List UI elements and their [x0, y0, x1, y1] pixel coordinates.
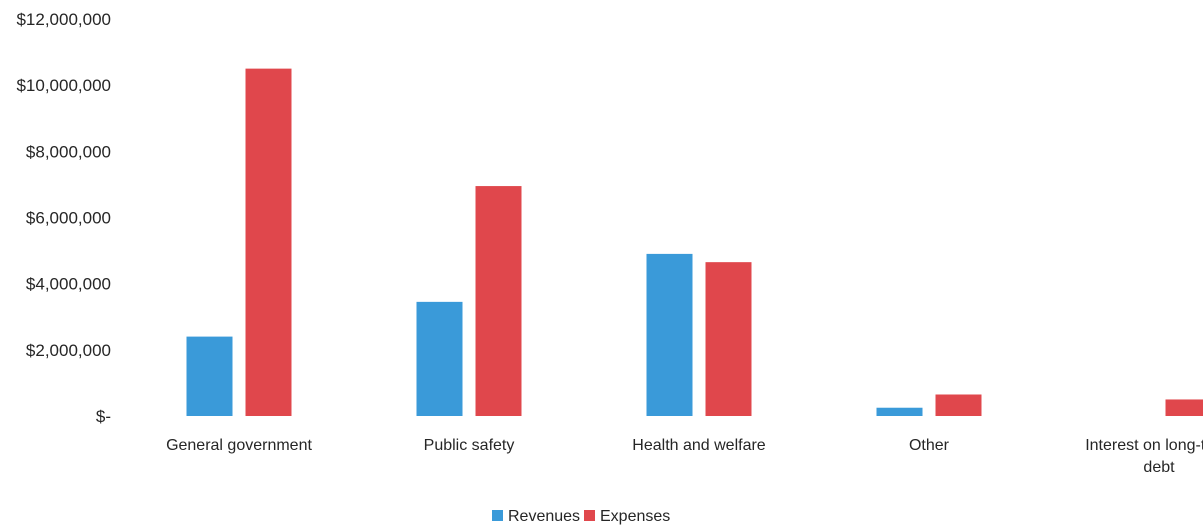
- legend: Revenues Expenses: [492, 508, 670, 525]
- y-tick-label: $4,000,000: [26, 275, 111, 294]
- y-tick-label: $2,000,000: [26, 341, 111, 360]
- y-tick-label: $-: [96, 407, 111, 426]
- y-tick-label: $10,000,000: [16, 76, 111, 95]
- x-category-label: Public safety: [424, 437, 515, 454]
- expenses-bar: [475, 186, 522, 416]
- revenues-bar: [416, 301, 463, 416]
- y-tick-label: $8,000,000: [26, 142, 111, 161]
- expenses-bar: [705, 262, 752, 416]
- revenues-legend-label: Revenues: [508, 508, 580, 525]
- y-axis-tick-labels: $- $2,000,000 $4,000,000 $6,000,000 $8,000,0…: [16, 10, 111, 426]
- x-category-label: Other: [909, 437, 950, 454]
- revenues-bar: [876, 407, 923, 416]
- bars: [186, 68, 1203, 416]
- revenues-bar: [186, 336, 233, 416]
- x-category-label: General government: [166, 437, 312, 454]
- x-category-label: Interest on long-termdebt: [1085, 437, 1203, 476]
- x-axis-category-labels: General government Public safety Health an…: [166, 437, 1203, 476]
- revenues-bar: [646, 253, 693, 416]
- expenses-legend-swatch: [584, 510, 595, 521]
- revenues-legend-swatch: [492, 510, 503, 521]
- y-tick-label: $6,000,000: [26, 209, 111, 228]
- expenses-bar: [245, 68, 292, 416]
- y-tick-label: $12,000,000: [16, 10, 111, 29]
- expenses-bar: [935, 394, 982, 416]
- expenses-bar: [1165, 399, 1203, 416]
- expenses-legend-label: Expenses: [600, 508, 670, 525]
- x-category-label: Health and welfare: [632, 437, 766, 454]
